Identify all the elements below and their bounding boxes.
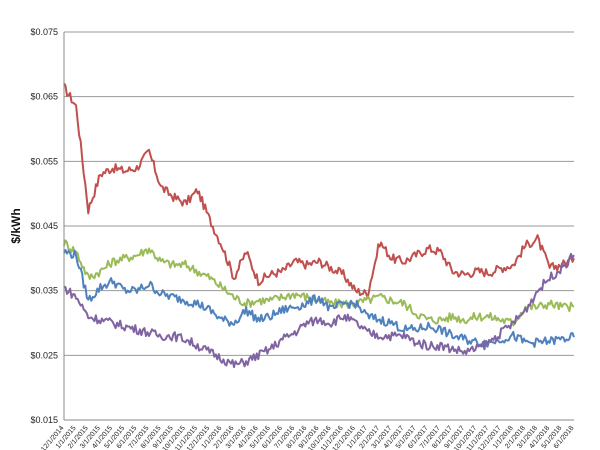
y-tick-label: $0.025	[30, 350, 58, 360]
y-tick-label: $0.035	[30, 286, 58, 296]
y-tick-label: $0.065	[30, 92, 58, 102]
y-tick-label: $0.015	[30, 415, 58, 425]
gridlines	[64, 31, 574, 421]
y-tick-label: $0.075	[30, 27, 58, 37]
y-tick-label: $0.055	[30, 156, 58, 166]
y-tick-label: $0.045	[30, 221, 58, 231]
series-lines	[63, 82, 575, 369]
y-axis-label: $/kWh	[9, 208, 23, 243]
y-tick-labels: $0.015 $0.025 $0.035 $0.045 $0.055 $0.065 $0.0…	[30, 27, 58, 425]
series-line	[63, 252, 575, 369]
series-line	[63, 82, 575, 300]
